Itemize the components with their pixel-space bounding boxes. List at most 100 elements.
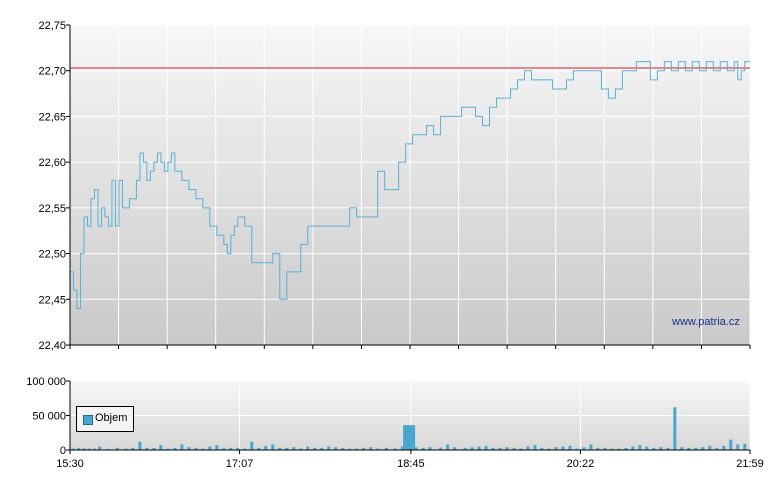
volume-bar — [470, 447, 474, 450]
volume-bar — [320, 447, 324, 450]
price-y-tick-label: 22,60 — [38, 157, 66, 169]
x-tick-label: 15:30 — [56, 458, 84, 470]
volume-legend: Objem — [76, 406, 134, 432]
volume-bar — [673, 407, 677, 450]
price-y-tick-label: 22,45 — [38, 294, 66, 306]
price-y-tick-label: 22,70 — [38, 66, 66, 78]
volume-bar — [355, 448, 359, 450]
x-tick-label: 21:59 — [736, 458, 764, 470]
volume-bar — [568, 445, 572, 450]
volume-bar — [701, 447, 705, 450]
volume-bar — [589, 444, 593, 450]
volume-bar — [687, 447, 691, 450]
volume-bar — [152, 447, 156, 450]
legend-swatch — [83, 415, 93, 425]
volume-bar — [194, 447, 198, 450]
volume-bar — [306, 446, 310, 450]
volume-bar — [138, 441, 142, 450]
volume-bar — [582, 447, 586, 450]
volume-bar — [271, 444, 275, 450]
volume-bar — [715, 447, 719, 450]
volume-bar — [71, 448, 75, 450]
volume-bar — [439, 447, 443, 450]
volume-bar — [631, 446, 635, 450]
volume-bar — [369, 447, 373, 450]
volume-bar — [250, 441, 254, 450]
price-y-tick-label: 22,40 — [38, 340, 66, 352]
volume-bar — [98, 446, 102, 450]
volume-bar — [87, 448, 91, 450]
volume-bar — [446, 444, 450, 450]
volume-bar — [313, 447, 317, 450]
volume-bar — [666, 447, 670, 450]
volume-bar — [617, 448, 621, 450]
volume-bar — [131, 447, 135, 450]
volume-y-tick-label: 50 000 — [32, 411, 66, 423]
price-y-tick-label: 22,65 — [38, 111, 66, 123]
time-x-axis: 15:30 17:07 18:45 20:22 21:59 — [56, 345, 764, 470]
volume-bar — [384, 447, 388, 450]
volume-bar — [624, 447, 628, 450]
volume-bar — [498, 447, 502, 450]
volume-bar — [428, 447, 432, 450]
volume-bar — [348, 448, 352, 450]
volume-bar — [638, 445, 642, 450]
volume-bar — [743, 443, 747, 450]
volume-bar — [82, 448, 86, 450]
volume-bar — [180, 444, 184, 450]
volume-bar — [610, 448, 614, 450]
volume-bar — [596, 447, 600, 450]
volume-bar — [334, 447, 338, 450]
volume-bar — [708, 445, 712, 450]
volume-bar — [92, 448, 96, 450]
volume-bar — [299, 448, 303, 450]
volume-bar — [187, 447, 191, 450]
volume-y-axis: 0 50 000 100 000 — [26, 376, 70, 457]
price-y-tick-label: 22,50 — [38, 249, 66, 261]
volume-bar — [603, 447, 607, 450]
volume-bar — [400, 446, 404, 450]
volume-bar — [680, 447, 684, 450]
legend-label: Objem — [95, 412, 128, 424]
volume-bar — [201, 448, 205, 450]
volume-bar — [533, 445, 537, 450]
volume-bar — [512, 447, 516, 450]
volume-bar — [505, 447, 509, 450]
volume-bar — [736, 444, 740, 450]
volume-bar — [115, 447, 119, 450]
volume-bar — [540, 447, 544, 450]
volume-bar — [491, 447, 495, 450]
price-y-tick-label: 22,55 — [38, 203, 66, 215]
volume-bar — [694, 447, 698, 450]
price-y-axis: 22,40 22,45 22,50 22,55 22,60 22,65 22,70 22,75 — [38, 20, 70, 352]
volume-bar — [215, 445, 219, 450]
volume-y-tick-label: 0 — [60, 445, 66, 457]
volume-bar — [421, 447, 425, 450]
volume-bar — [222, 448, 226, 450]
volume-bar — [327, 446, 331, 450]
volume-bar — [484, 445, 488, 450]
volume-bar — [236, 447, 240, 450]
volume-bar — [575, 448, 579, 450]
volume-bar — [106, 448, 110, 450]
volume-bar — [376, 448, 380, 450]
x-tick-label: 18:45 — [397, 458, 425, 470]
volume-bar — [403, 425, 416, 450]
volume-bar — [124, 448, 128, 450]
volume-bar — [729, 439, 733, 450]
volume-bar — [229, 447, 233, 450]
x-tick-label: 17:07 — [226, 458, 254, 470]
x-tick-label: 20:22 — [567, 458, 595, 470]
price-y-tick-label: 22,75 — [38, 20, 66, 32]
volume-bar — [526, 446, 530, 450]
volume-bar — [453, 447, 457, 450]
volume-bar — [77, 447, 81, 450]
volume-bar — [257, 447, 261, 450]
volume-y-tick-label: 100 000 — [26, 376, 66, 388]
volume-bar — [477, 446, 481, 450]
volume-bar — [145, 447, 149, 450]
volume-bar — [554, 447, 558, 450]
volume-bar — [278, 447, 282, 450]
volume-bar — [547, 448, 551, 450]
